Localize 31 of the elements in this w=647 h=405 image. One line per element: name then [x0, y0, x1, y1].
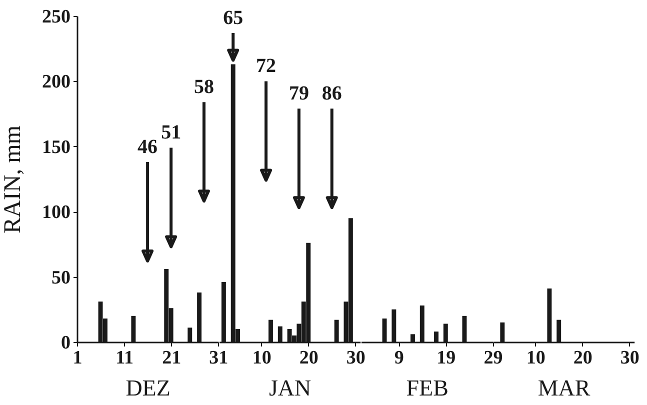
x-tick-label: 20 — [573, 348, 592, 368]
x-tick-label: 11 — [116, 348, 134, 368]
y-tick-label: 250 — [42, 6, 70, 28]
x-tick-label: 9 — [394, 348, 404, 368]
x-axis-title: JAN — [268, 376, 312, 400]
x-axis-title: DEZ — [126, 376, 170, 400]
x-tick-label: 30 — [620, 348, 640, 368]
x-tick-label: 30 — [346, 348, 366, 368]
y-tick-label: 0 — [61, 332, 70, 354]
annotation: 86 — [322, 82, 342, 105]
annotation: 46 — [138, 136, 158, 158]
y-tick-label: 200 — [42, 72, 70, 93]
x-tick-label: 31 — [209, 348, 228, 368]
x-tick-label: 20 — [299, 348, 318, 368]
x-tick-label: 10 — [526, 348, 546, 368]
x-tick-label: 10 — [252, 348, 272, 368]
annotation: 58 — [194, 76, 214, 98]
x-tick-label: 1 — [72, 348, 82, 368]
x-tick-label: 19 — [436, 348, 456, 368]
annotation: 72 — [256, 55, 276, 78]
y-tick-label: 150 — [42, 136, 70, 158]
annotation: 65 — [223, 6, 244, 29]
x-tick-label: 21 — [162, 348, 182, 368]
x-axis-title: MAR — [538, 376, 591, 400]
x-axis-title: FEB — [406, 376, 448, 400]
y-axis-title: RAIN, mm — [0, 125, 26, 234]
x-tick-label: 29 — [484, 348, 503, 368]
annotation: 79 — [288, 82, 309, 105]
annotation: 51 — [161, 122, 182, 144]
y-tick-label: 100 — [42, 202, 70, 224]
y-tick-label: 50 — [52, 267, 70, 288]
